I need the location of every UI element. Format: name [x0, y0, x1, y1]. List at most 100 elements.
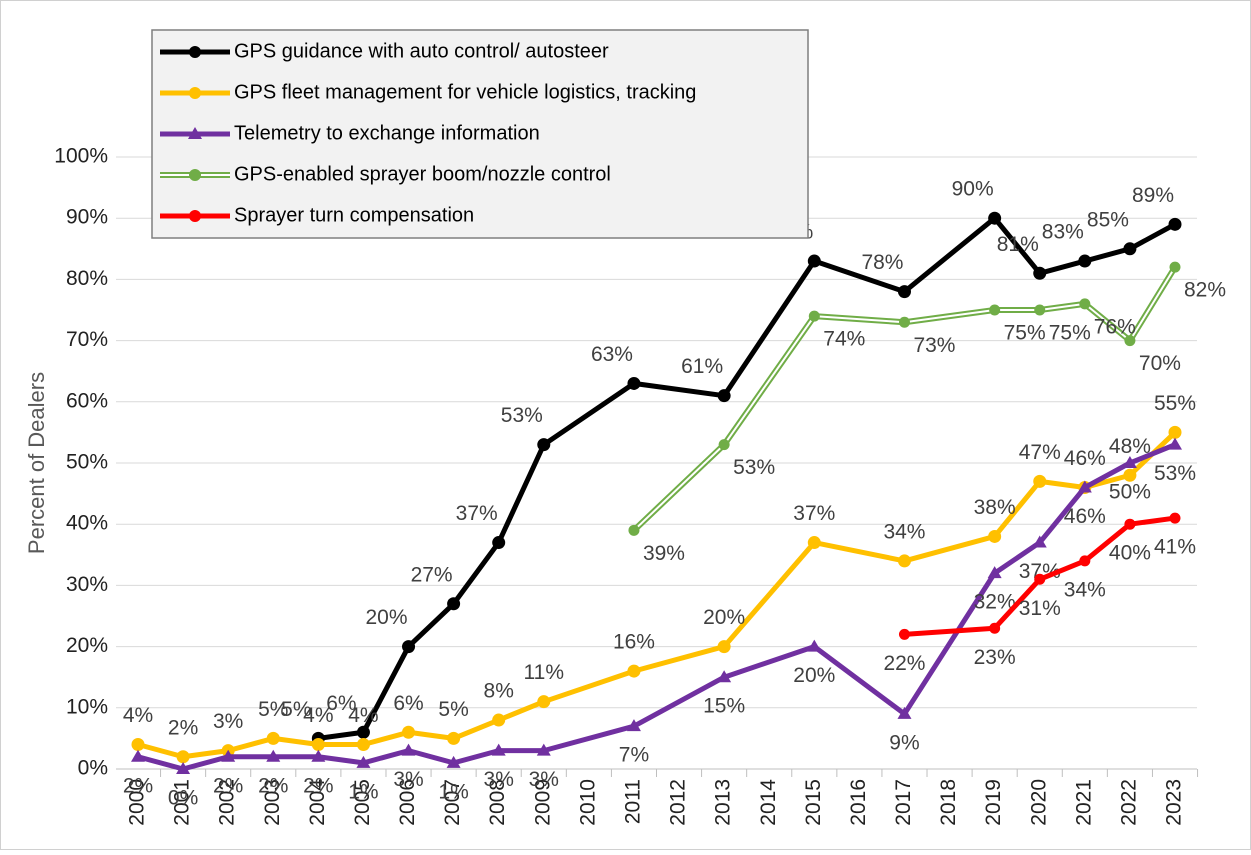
x-tick-label: 2022 [1117, 779, 1140, 826]
y-tick-label: 60% [66, 389, 108, 412]
x-tick-label: 2018 [937, 779, 960, 826]
marker [447, 597, 461, 611]
marker [1123, 468, 1137, 482]
data-label: 6% [393, 692, 423, 715]
data-label: 40% [1109, 542, 1151, 565]
x-tick-label: 2014 [757, 779, 780, 826]
marker [897, 554, 911, 568]
y-tick-label: 90% [66, 206, 108, 229]
marker [717, 389, 731, 403]
x-tick-label: 2019 [982, 779, 1005, 826]
marker [808, 310, 820, 322]
x-tick-label: 2016 [847, 779, 870, 826]
data-label: 41% [1154, 536, 1196, 559]
data-label: 20% [793, 664, 835, 687]
legend-marker [189, 46, 201, 58]
marker [266, 731, 280, 745]
x-tick-label: 2007 [441, 779, 464, 826]
data-label: 3% [484, 768, 514, 791]
data-label: 74% [823, 328, 865, 351]
legend-marker [188, 127, 202, 139]
data-label: 82% [1184, 279, 1226, 302]
marker [402, 725, 416, 739]
x-tick-label: 2005 [351, 779, 374, 826]
marker [311, 749, 326, 762]
marker [807, 254, 821, 268]
data-label: 2% [168, 716, 198, 739]
data-label: 83% [1042, 221, 1084, 244]
data-label: 76% [1094, 315, 1136, 338]
x-tick-label: 2012 [667, 779, 690, 826]
x-tick-label: 2000 [126, 779, 149, 826]
marker [176, 762, 191, 774]
legend-label: GPS-enabled sprayer boom/nozzle control [234, 163, 611, 185]
marker [1168, 437, 1182, 450]
legend-marker [189, 87, 201, 99]
data-label: 37% [456, 502, 498, 525]
marker [627, 664, 641, 678]
data-label: 4% [303, 704, 333, 727]
x-tick-label: 2002 [216, 779, 239, 826]
marker [491, 743, 506, 756]
marker [988, 529, 1002, 543]
marker [717, 640, 731, 654]
marker [1034, 573, 1046, 585]
data-label: 37% [793, 502, 835, 525]
data-label: 3% [529, 768, 559, 791]
data-label: 20% [366, 606, 408, 629]
marker [1168, 217, 1182, 231]
marker [1123, 242, 1137, 256]
data-label: 6% [326, 692, 356, 715]
data-label: 34% [1064, 578, 1106, 601]
marker [1033, 266, 1047, 280]
legend-label: GPS fleet management for vehicle logisti… [234, 81, 696, 103]
data-label: 1% [348, 780, 378, 803]
y-axis-label: Percent of Dealers [24, 372, 49, 554]
marker [989, 304, 1001, 316]
marker [311, 738, 325, 752]
x-tick-label: 2009 [531, 779, 554, 826]
x-tick-label: 2010 [576, 779, 599, 826]
data-label: 78% [861, 251, 903, 274]
marker [537, 695, 551, 709]
data-label: 81% [997, 233, 1039, 256]
y-tick-label: 80% [66, 267, 108, 290]
marker [1168, 425, 1182, 439]
marker [1033, 474, 1047, 488]
legend-box [151, 29, 809, 239]
data-label: 3% [393, 768, 423, 791]
x-tick-label: 2006 [396, 779, 419, 826]
marker [717, 670, 732, 683]
data-label: 3% [213, 710, 243, 733]
marker [898, 628, 910, 640]
y-tick-label: 0% [78, 757, 108, 780]
data-label: 5% [438, 698, 468, 721]
data-label: 0% [168, 787, 198, 810]
y-tick-label: 30% [66, 573, 108, 596]
data-label: 23% [974, 646, 1016, 669]
data-label: 31% [1019, 597, 1061, 620]
marker [266, 749, 281, 762]
marker [1032, 535, 1047, 548]
marker [897, 285, 911, 299]
data-label: 9% [889, 731, 919, 754]
data-label: 2% [213, 774, 243, 797]
data-label: 8% [484, 680, 514, 703]
marker [446, 755, 461, 768]
legend-label: GPS guidance with auto control/ autostee… [234, 40, 609, 62]
x-tick-label: 2011 [622, 779, 645, 824]
marker [987, 566, 1002, 579]
data-label: 22% [883, 652, 925, 675]
data-label: 75% [1004, 322, 1046, 345]
marker [356, 738, 370, 752]
series-line [904, 515, 1176, 637]
y-tick-label: 100% [54, 145, 108, 168]
data-label: 46% [1064, 505, 1106, 528]
marker [1169, 261, 1181, 273]
marker [807, 639, 822, 652]
data-label: 38% [974, 496, 1016, 519]
data-label: 15% [703, 695, 745, 718]
legend-marker [189, 210, 201, 222]
marker [718, 439, 730, 451]
